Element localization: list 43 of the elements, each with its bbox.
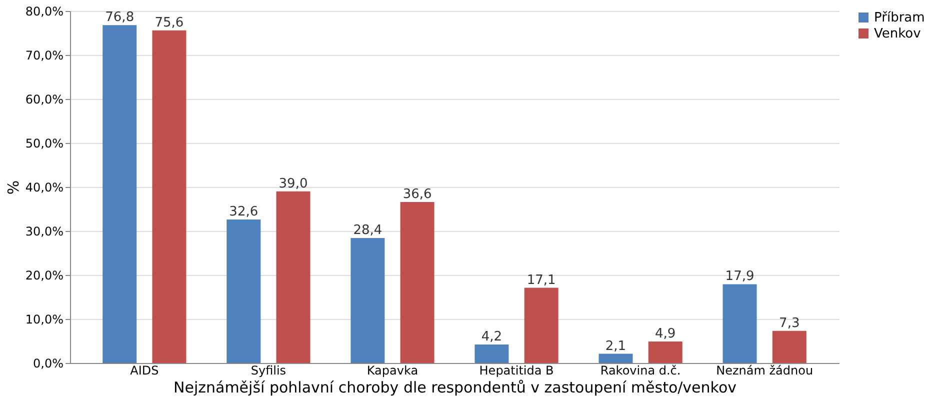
y-tick-label: 30,0% [25,224,64,238]
data-label: 2,1 [605,338,626,354]
data-label: 7,3 [779,316,800,331]
y-tick-label: 80,0% [25,4,64,18]
bar [648,341,682,363]
bar [772,330,806,363]
x-tick-label: Kapavka [366,364,418,378]
bar [400,202,434,363]
x-tick-label: AIDS [130,364,159,378]
data-label: 36,6 [402,186,432,202]
legend-label: Příbram [874,10,925,26]
y-tick-label: 20,0% [25,268,64,282]
y-axis-title: % [4,180,22,195]
bar [474,344,509,363]
data-label: 39,0 [278,176,308,192]
data-label: 76,8 [105,10,134,26]
bar [276,191,310,363]
bar [598,354,633,363]
data-label: 4,2 [481,330,502,345]
data-label: 32,6 [229,204,258,220]
x-tick-label: Neznám žádnou [716,364,814,378]
x-tick-label: Rakovina d.č. [600,364,681,378]
data-label: 4,9 [655,326,676,342]
y-tick-label: 50,0% [25,136,64,150]
y-tick-label: 60,0% [25,92,64,106]
bar [722,284,757,363]
x-tick-label: Syfilis [250,364,286,378]
x-axis-title: Nejznámější pohlavní choroby dle respondentů v zastoupení město/venkov [174,378,737,396]
data-label: 17,9 [725,269,754,284]
data-label: 75,6 [154,15,184,30]
y-tick-label: 10,0% [25,312,64,326]
x-tick-label: Hepatitida B [479,364,554,378]
y-tick-label: 70,0% [25,48,64,62]
legend-label: Venkov [874,26,922,42]
data-label: 28,4 [353,223,382,238]
bar [524,288,558,363]
y-tick-label: 0,0% [33,356,64,370]
data-label: 17,1 [526,272,556,288]
bar [102,25,137,363]
bar [350,238,385,363]
bar [226,220,261,363]
y-tick-label: 40,0% [25,180,64,194]
bar [152,30,186,363]
